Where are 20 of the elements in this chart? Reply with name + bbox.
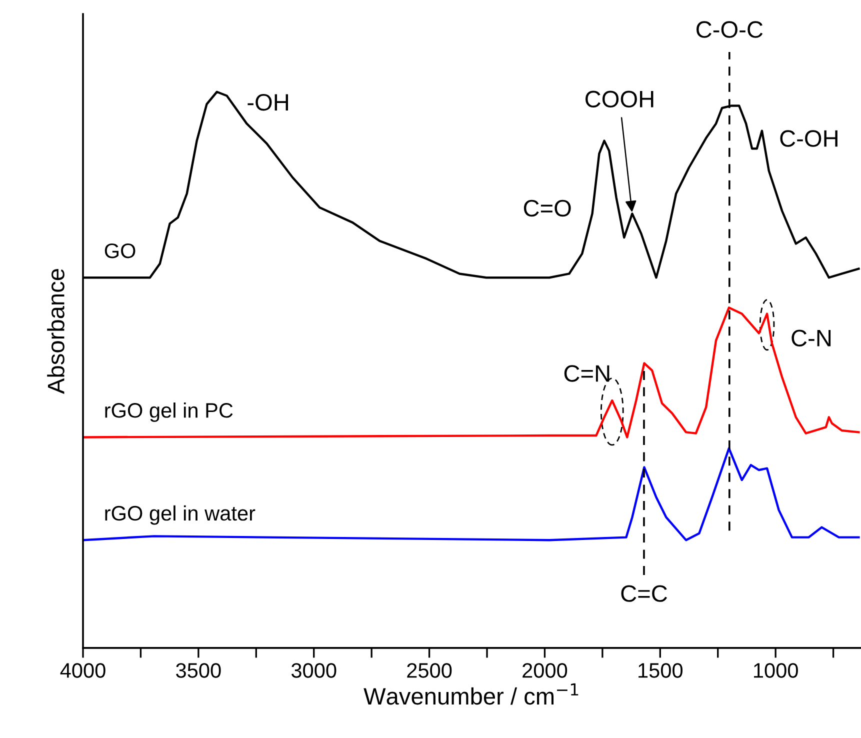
- x-tick-label: 2000: [522, 663, 568, 678]
- annotation: C-OH: [780, 130, 838, 147]
- ref-line-label: C=C: [621, 585, 668, 602]
- x-tick-label: 3500: [176, 663, 221, 678]
- x-tick-label: 3000: [291, 663, 336, 678]
- annotation: C-N: [792, 330, 831, 346]
- ref-line-label: C-O-C: [696, 21, 763, 38]
- annotation: -OH: [248, 94, 288, 111]
- annotation: C=O: [524, 200, 571, 217]
- x-tick-label: 1000: [754, 663, 798, 678]
- x-tick-label: 4000: [60, 663, 106, 678]
- x-tick-label: 2500: [407, 663, 452, 678]
- annotation: C=N: [564, 365, 610, 382]
- series-label: rGO gel in PC: [105, 402, 233, 422]
- x-axis-title: Wavenumber / cm$^{−1}$: [364, 683, 578, 705]
- x-tick-label: 1500: [638, 663, 683, 678]
- series-label: GO: [104, 243, 136, 258]
- annotation: COOH: [586, 90, 654, 108]
- series-label: rGO gel in water: [105, 505, 256, 525]
- y-axis-title: Absorbance: [47, 269, 64, 394]
